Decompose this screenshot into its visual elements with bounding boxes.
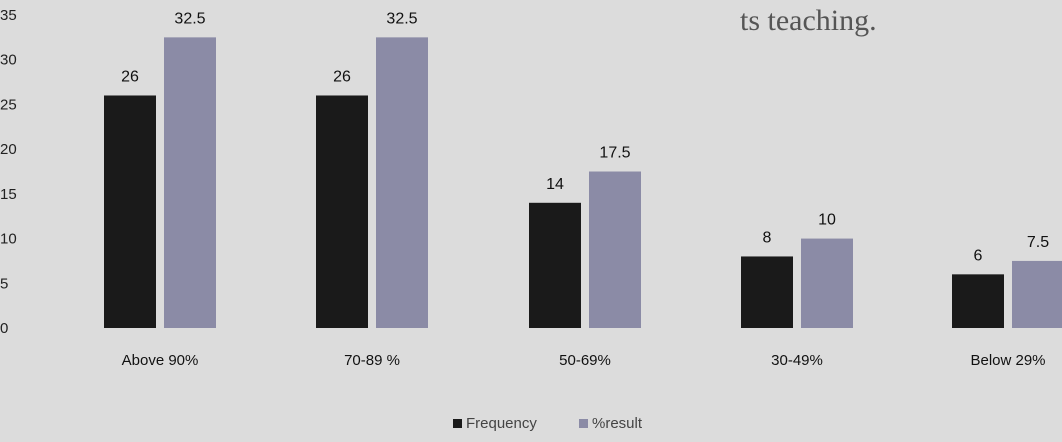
data-label: 7.5 xyxy=(1027,234,1049,251)
data-label: 6 xyxy=(974,247,983,264)
y-tick-label: 0 xyxy=(0,320,8,337)
data-label: 26 xyxy=(121,68,139,85)
y-axis: 0 5 10 15 20 25 30 35 xyxy=(0,7,17,337)
data-label: 32.5 xyxy=(386,10,417,27)
y-tick-label: 15 xyxy=(0,186,17,203)
category-label: 30-49% xyxy=(771,352,823,369)
data-label: 8 xyxy=(763,229,772,246)
bar-result xyxy=(164,37,216,328)
data-label: 14 xyxy=(546,176,564,193)
legend-label: %result xyxy=(592,415,643,432)
bar-frequency xyxy=(741,256,793,328)
bar-result xyxy=(801,238,853,328)
legend-label: Frequency xyxy=(466,415,537,432)
data-label: 17.5 xyxy=(599,145,630,162)
bar-result xyxy=(589,171,641,328)
category-label: Above 90% xyxy=(122,352,199,369)
data-label: 32.5 xyxy=(174,10,205,27)
y-tick-label: 5 xyxy=(0,275,8,292)
y-tick-label: 25 xyxy=(0,96,17,113)
title-fragment: ts teaching. xyxy=(740,4,877,37)
legend: Frequency %result xyxy=(453,415,643,432)
y-tick-label: 30 xyxy=(0,52,17,69)
legend-swatch xyxy=(579,419,588,428)
category-label: Below 29% xyxy=(970,352,1045,369)
y-tick-label: 35 xyxy=(0,7,17,24)
y-tick-label: 20 xyxy=(0,141,17,158)
legend-swatch xyxy=(453,419,462,428)
y-tick-label: 10 xyxy=(0,231,17,248)
data-label: 10 xyxy=(818,212,836,229)
bar-result xyxy=(1012,260,1062,328)
bar-frequency xyxy=(316,95,368,328)
category-labels: Above 90% 70-89 % 50-69% 30-49% Below 29% xyxy=(122,352,1046,369)
bars: 26 32.5 26 32.5 14 17.5 8 10 6 7.5 xyxy=(104,10,1062,328)
category-label: 70-89 % xyxy=(344,352,400,369)
bar-frequency xyxy=(529,202,581,328)
bar-result xyxy=(376,37,428,328)
category-label: 50-69% xyxy=(559,352,611,369)
bar-frequency xyxy=(104,95,156,328)
bar-frequency xyxy=(952,274,1004,328)
data-label: 26 xyxy=(333,68,351,85)
